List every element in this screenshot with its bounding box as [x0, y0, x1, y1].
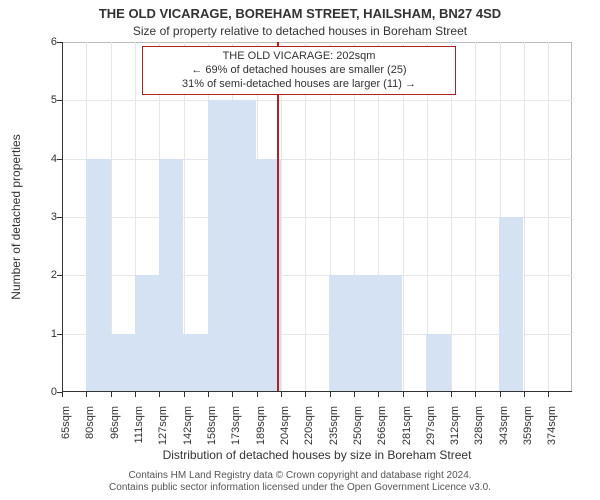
x-tick-label: 173sqm [230, 406, 242, 445]
x-tick-label: 328sqm [473, 406, 485, 445]
info-line-1: THE OLD VICARAGE: 202sqm [149, 50, 449, 64]
y-tick-label: 4 [27, 153, 57, 165]
x-tick-label: 359sqm [522, 406, 534, 445]
y-tick-mark [57, 42, 62, 43]
y-tick-mark [57, 334, 62, 335]
x-tick-mark [184, 392, 185, 397]
x-tick-mark [62, 392, 63, 397]
histogram-bar [329, 275, 353, 392]
x-tick-mark [305, 392, 306, 397]
x-tick-mark [451, 392, 452, 397]
x-tick-label: 142sqm [182, 406, 194, 445]
histogram-bar [183, 334, 207, 392]
grid-line-v [548, 42, 549, 392]
x-tick-mark [135, 392, 136, 397]
grid-line-v [524, 42, 525, 392]
histogram-bar [378, 275, 402, 392]
info-line-2: ← 69% of detached houses are smaller (25… [149, 64, 449, 78]
x-axis-line [62, 391, 572, 392]
histogram-bar [499, 217, 523, 392]
chart-title: THE OLD VICARAGE, BOREHAM STREET, HAILSH… [0, 6, 600, 21]
y-tick-label: 0 [27, 386, 57, 398]
x-tick-mark [427, 392, 428, 397]
x-tick-mark [524, 392, 525, 397]
y-tick-label: 1 [27, 328, 57, 340]
x-tick-mark [330, 392, 331, 397]
histogram-bar [135, 275, 159, 392]
y-tick-mark [57, 275, 62, 276]
y-axis-label: Number of detached properties [9, 134, 23, 299]
x-tick-label: 220sqm [303, 406, 315, 445]
x-tick-mark [500, 392, 501, 397]
x-tick-mark [159, 392, 160, 397]
x-tick-label: 250sqm [352, 406, 364, 445]
x-tick-mark [111, 392, 112, 397]
footer-line-1: Contains HM Land Registry data © Crown c… [0, 470, 600, 482]
grid-line-h [62, 100, 572, 101]
x-tick-mark [548, 392, 549, 397]
x-tick-label: 158sqm [206, 406, 218, 445]
x-tick-mark [354, 392, 355, 397]
x-tick-mark [403, 392, 404, 397]
x-tick-label: 127sqm [157, 406, 169, 445]
x-tick-label: 312sqm [449, 406, 461, 445]
info-line-3: 31% of semi-detached houses are larger (… [149, 78, 449, 92]
x-tick-mark [281, 392, 282, 397]
histogram-bar [208, 100, 232, 392]
x-axis-label: Distribution of detached houses by size … [62, 448, 572, 462]
histogram-bar [426, 334, 450, 392]
x-tick-label: 111sqm [133, 406, 145, 444]
y-tick-label: 2 [27, 269, 57, 281]
x-tick-mark [257, 392, 258, 397]
grid-line-h [62, 217, 572, 218]
x-tick-mark [378, 392, 379, 397]
histogram-bar [232, 100, 256, 392]
y-tick-label: 6 [27, 36, 57, 48]
y-tick-label: 3 [27, 211, 57, 223]
info-box: THE OLD VICARAGE: 202sqm ← 69% of detach… [142, 46, 456, 95]
x-tick-label: 343sqm [498, 406, 510, 445]
grid-line-h [62, 159, 572, 160]
x-tick-label: 281sqm [401, 406, 413, 445]
x-tick-label: 189sqm [255, 406, 267, 445]
grid-line-v [475, 42, 476, 392]
x-tick-label: 266sqm [376, 406, 388, 445]
y-tick-mark [57, 100, 62, 101]
footer: Contains HM Land Registry data © Crown c… [0, 470, 600, 494]
x-tick-mark [475, 392, 476, 397]
x-tick-mark [86, 392, 87, 397]
footer-line-2: Contains public sector information licen… [0, 482, 600, 494]
x-tick-label: 374sqm [546, 406, 558, 445]
x-tick-label: 80sqm [84, 406, 96, 439]
x-tick-mark [208, 392, 209, 397]
x-tick-mark [232, 392, 233, 397]
y-tick-label: 5 [27, 94, 57, 106]
histogram-bar [111, 334, 135, 392]
chart-subtitle: Size of property relative to detached ho… [0, 24, 600, 38]
y-axis-line [62, 42, 63, 392]
histogram-bar [86, 159, 110, 392]
chart-container: THE OLD VICARAGE, BOREHAM STREET, HAILSH… [0, 0, 600, 500]
x-tick-label: 235sqm [328, 406, 340, 445]
y-tick-mark [57, 159, 62, 160]
x-tick-label: 297sqm [425, 406, 437, 445]
histogram-bar [353, 275, 377, 392]
x-tick-label: 204sqm [279, 406, 291, 445]
y-tick-mark [57, 217, 62, 218]
x-tick-label: 65sqm [60, 406, 72, 439]
x-tick-label: 96sqm [109, 406, 121, 439]
histogram-bar [159, 159, 183, 392]
